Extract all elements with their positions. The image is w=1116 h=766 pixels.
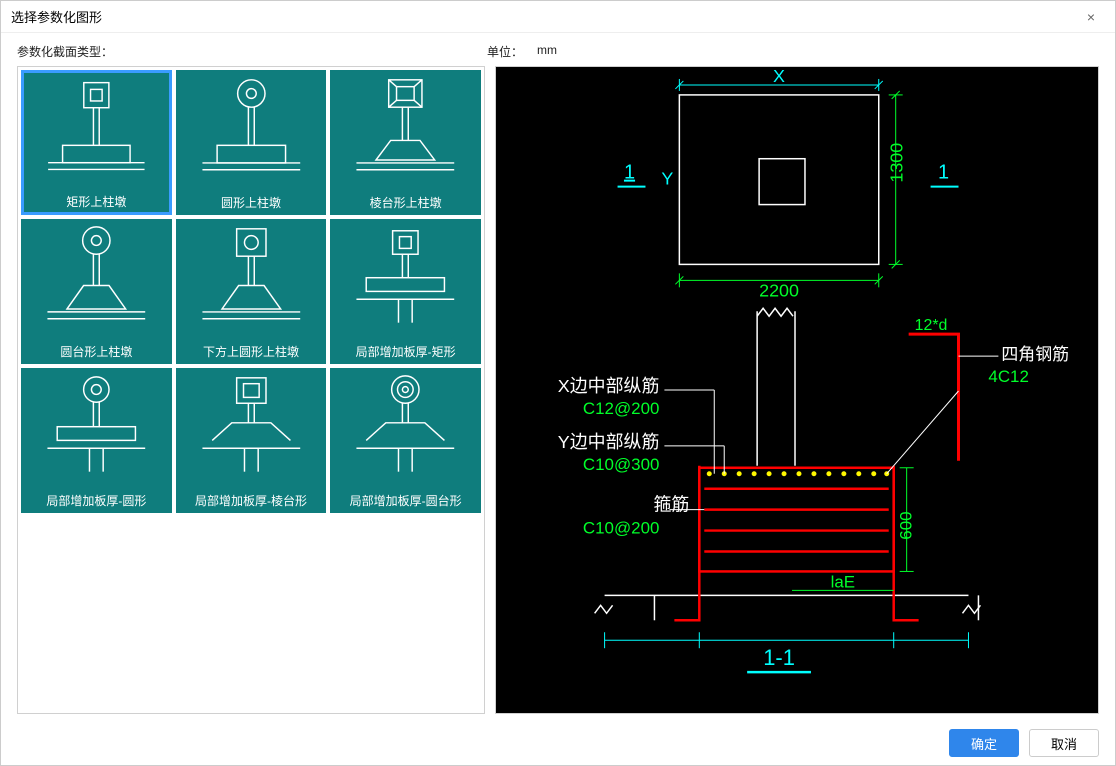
svg-text:Y边中部纵筋: Y边中部纵筋 <box>558 432 660 452</box>
shape-icon <box>23 370 170 493</box>
shape-label: 局部增加板厚-圆形 <box>23 492 170 509</box>
dialog-container: 选择参数化图形 × 参数化截面类型： 单位： mm 矩形上柱墩 圆形上柱墩 <box>0 0 1116 766</box>
svg-text:1-1: 1-1 <box>763 645 795 670</box>
shape-item-circ-top[interactable]: 圆形上柱墩 <box>176 70 327 215</box>
shape-item-thick-prism[interactable]: 局部增加板厚-棱台形 <box>176 368 327 513</box>
footer: 确定 取消 <box>1 721 1115 765</box>
x-label: X <box>773 67 785 86</box>
shape-label: 圆形上柱墩 <box>178 194 325 211</box>
svg-text:箍筋: 箍筋 <box>653 495 689 515</box>
unit-value: mm <box>537 43 557 60</box>
shape-icon <box>23 221 170 344</box>
shape-item-rect-top[interactable]: 矩形上柱墩 <box>21 70 172 215</box>
shape-label: 圆台形上柱墩 <box>23 343 170 360</box>
svg-text:C10@300: C10@300 <box>583 455 660 474</box>
svg-text:2200: 2200 <box>759 280 799 300</box>
unit-label: 单位： <box>487 43 523 60</box>
shape-label: 局部增加板厚-棱台形 <box>178 492 325 509</box>
shape-label: 局部增加板厚-圆台形 <box>332 492 479 509</box>
svg-text:4C12: 4C12 <box>988 367 1029 386</box>
content-area: 矩形上柱墩 圆形上柱墩 棱台形上柱墩 圆台形上柱墩 <box>1 66 1115 721</box>
shape-label: 棱台形上柱墩 <box>332 194 479 211</box>
shape-list-panel: 矩形上柱墩 圆形上柱墩 棱台形上柱墩 圆台形上柱墩 <box>17 66 485 714</box>
shape-icon <box>24 73 169 194</box>
shape-label: 局部增加板厚-矩形 <box>332 343 479 360</box>
svg-text:1: 1 <box>624 162 635 184</box>
shape-icon <box>332 72 479 195</box>
svg-text:600: 600 <box>897 511 916 539</box>
shape-item-prism-top[interactable]: 棱台形上柱墩 <box>330 70 481 215</box>
preview-svg: X Y 1300 <box>496 67 1098 713</box>
shape-icon <box>178 72 325 195</box>
shape-item-thick-rect[interactable]: 局部增加板厚-矩形 <box>330 219 481 364</box>
svg-text:X边中部纵筋: X边中部纵筋 <box>558 376 660 396</box>
svg-text:1300: 1300 <box>887 143 907 183</box>
svg-text:laE: laE <box>831 572 855 591</box>
shape-icon <box>178 221 325 344</box>
y-label: Y <box>661 169 673 189</box>
svg-text:四角钢筋: 四角钢筋 <box>1001 345 1069 364</box>
header-row: 参数化截面类型： 单位： mm <box>1 33 1115 66</box>
shape-icon <box>178 370 325 493</box>
preview-panel: X Y 1300 <box>495 66 1099 714</box>
svg-text:C10@200: C10@200 <box>583 519 660 538</box>
shape-icon <box>332 221 479 344</box>
dialog-title: 选择参数化图形 <box>11 7 102 26</box>
close-icon: × <box>1087 9 1095 25</box>
title-bar: 选择参数化图形 × <box>1 1 1115 33</box>
svg-text:C12@200: C12@200 <box>583 399 660 418</box>
svg-text:12*d: 12*d <box>915 317 948 334</box>
shape-item-thick-circ[interactable]: 局部增加板厚-圆形 <box>21 368 172 513</box>
svg-text:1: 1 <box>938 162 949 184</box>
shape-label: 下方上圆形上柱墩 <box>178 343 325 360</box>
shape-item-cone-top[interactable]: 圆台形上柱墩 <box>21 219 172 364</box>
shape-item-thick-cone[interactable]: 局部增加板厚-圆台形 <box>330 368 481 513</box>
section-type-label: 参数化截面类型： <box>17 43 487 60</box>
close-button[interactable]: × <box>1077 3 1105 31</box>
shape-item-sq-circ-top[interactable]: 下方上圆形上柱墩 <box>176 219 327 364</box>
ok-button[interactable]: 确定 <box>949 729 1019 757</box>
shape-icon <box>332 370 479 493</box>
cancel-button[interactable]: 取消 <box>1029 729 1099 757</box>
shape-label: 矩形上柱墩 <box>24 193 169 210</box>
shape-grid: 矩形上柱墩 圆形上柱墩 棱台形上柱墩 圆台形上柱墩 <box>21 70 481 513</box>
